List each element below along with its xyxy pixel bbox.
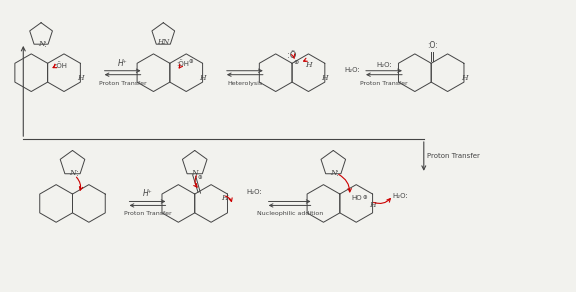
Text: ⊕: ⊕ <box>188 59 193 64</box>
Text: H₂O:: H₂O: <box>392 192 408 199</box>
Text: N: N <box>69 169 76 177</box>
Text: Nucleophilic addition: Nucleophilic addition <box>256 211 323 216</box>
Text: ⊕: ⊕ <box>362 195 367 200</box>
Text: N: N <box>330 169 336 177</box>
Text: H₂O:: H₂O: <box>344 67 360 73</box>
Text: Proton Transfer: Proton Transfer <box>360 81 408 86</box>
Text: ⊕: ⊕ <box>293 60 298 65</box>
Text: N: N <box>38 41 44 48</box>
Text: H₂O:: H₂O: <box>247 189 263 194</box>
Text: :Ö: :Ö <box>287 51 297 60</box>
Text: H⁺: H⁺ <box>143 190 153 199</box>
Text: Proton Transfer: Proton Transfer <box>124 211 171 216</box>
Text: H: H <box>461 74 467 82</box>
Text: H⁺: H⁺ <box>118 59 127 68</box>
Text: HO: HO <box>351 195 362 201</box>
Text: :ÖH: :ÖH <box>54 62 67 69</box>
Text: Proton Transfer: Proton Transfer <box>427 153 480 159</box>
Text: H: H <box>199 74 206 82</box>
Text: N: N <box>191 169 198 177</box>
Text: Proton Transfer: Proton Transfer <box>99 81 146 86</box>
Text: HN: HN <box>157 39 169 46</box>
Text: :: : <box>336 169 339 178</box>
Text: :: : <box>77 169 79 178</box>
Text: :: : <box>44 40 47 49</box>
Text: Heterolysis: Heterolysis <box>228 81 263 86</box>
Text: H: H <box>321 74 328 82</box>
Text: H: H <box>369 201 376 209</box>
Text: H: H <box>305 61 312 69</box>
Text: ⊕: ⊕ <box>198 175 202 180</box>
Text: H: H <box>221 194 228 202</box>
Text: :ÖH: :ÖH <box>176 60 190 67</box>
Text: H: H <box>77 74 84 82</box>
Text: H₂O:: H₂O: <box>376 62 392 68</box>
Text: :O:: :O: <box>427 41 438 50</box>
